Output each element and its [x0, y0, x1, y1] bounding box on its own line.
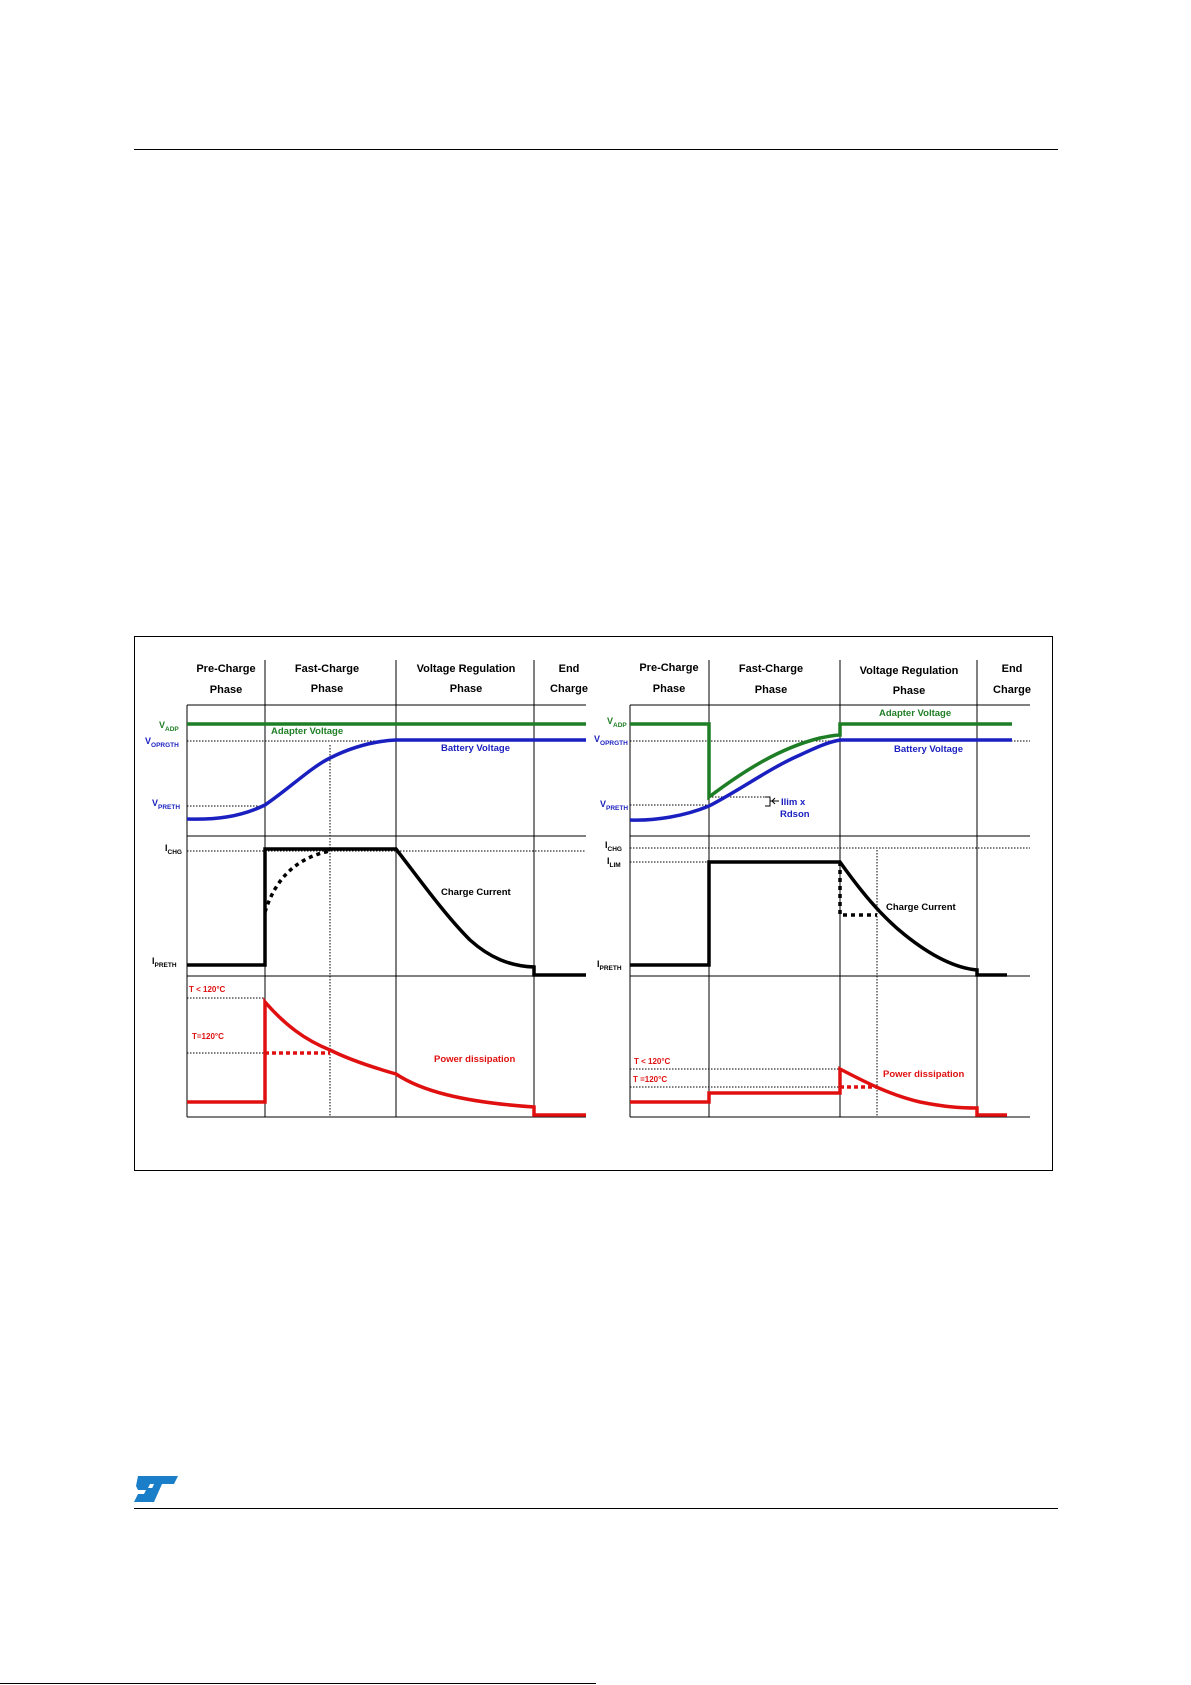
bottom-edge-rule [0, 1683, 596, 1684]
right-grid [629, 660, 1030, 1118]
left-adapter-voltage-label: Adapter Voltage [271, 726, 343, 737]
right-vpreth-label: VPRETH [600, 799, 628, 812]
right-reference-lines [630, 740, 1030, 1088]
left-ichg-label: ICHG [165, 843, 182, 856]
right-charge-current-label: Charge Current [886, 902, 957, 913]
left-grid [186, 660, 586, 1118]
right-ipreth-label: IPRETH [597, 959, 622, 972]
left-voprgth-label: VOPRGTH [145, 736, 179, 749]
figure-frame [134, 636, 1053, 1171]
left-charge-current-label: Charge Current [441, 887, 512, 898]
right-ichg-label: ICHG [605, 840, 622, 853]
right-drop-label-1: Ilim x [781, 797, 806, 808]
right-phase-2-line2: Phase [755, 684, 787, 696]
left-temp-eq-label: T=120°C [192, 1032, 224, 1041]
footer-rule [134, 1508, 1058, 1509]
right-phase-1-line2: Phase [653, 683, 685, 695]
right-phase-3-line1: Voltage Regulation [860, 665, 959, 677]
right-phase-1-line1: Pre-Charge [639, 662, 698, 674]
left-vadp-label: VADP [159, 720, 179, 733]
right-diagram: Pre-Charge Phase Fast-Charge Phase Volta… [594, 660, 1031, 1118]
right-temp-le-label: T < 120°C [634, 1057, 671, 1066]
left-battery-voltage-label: Battery Voltage [441, 743, 510, 754]
left-phase-2-line2: Phase [311, 683, 343, 695]
right-adapter-voltage-label: Adapter Voltage [879, 708, 951, 719]
left-phase-2-line1: Fast-Charge [295, 663, 359, 675]
right-voprgth-label: VOPRGTH [594, 734, 628, 747]
right-ilim-label: ILIM [607, 856, 621, 869]
right-charge-current-line [630, 860, 1007, 977]
left-charge-current-line [187, 847, 586, 977]
left-phase-4-line1: End [559, 663, 580, 675]
left-diagram: Pre-Charge Phase Fast-Charge Phase Volta… [145, 660, 588, 1118]
left-ipreth-label: IPRETH [152, 956, 177, 969]
right-phase-4-line2: Charge [993, 684, 1031, 696]
left-reference-lines [187, 740, 586, 1054]
header-rule [134, 149, 1058, 150]
left-power-dissipation-line [187, 997, 586, 1117]
right-vadp-label: VADP [607, 716, 627, 729]
left-phase-headers: Pre-Charge Phase Fast-Charge Phase Volta… [196, 663, 588, 696]
right-charge-current-limited [838, 862, 877, 917]
left-temp-le-label: T < 120°C [189, 985, 226, 994]
left-phase-1-line2: Phase [210, 684, 242, 696]
right-power-dissipation-label: Power dissipation [883, 1069, 964, 1080]
st-logo [134, 1476, 178, 1502]
right-drop-label-2: Rdson [780, 809, 810, 820]
right-battery-voltage-label: Battery Voltage [894, 744, 963, 755]
left-charge-current-limited-curve [263, 849, 331, 913]
right-phase-3-line2: Phase [893, 685, 925, 697]
right-adapter-voltage-line [630, 722, 1012, 801]
right-power-dissipation-line [630, 1066, 1007, 1117]
right-phase-4-line1: End [1002, 663, 1023, 675]
right-phase-headers: Pre-Charge Phase Fast-Charge Phase Volta… [639, 662, 1031, 697]
left-phase-3-line1: Voltage Regulation [417, 663, 516, 675]
left-power-dissipation-label: Power dissipation [434, 1054, 515, 1065]
right-drop-arrow [771, 797, 779, 805]
left-battery-voltage-line [186, 738, 586, 821]
left-phase-3-line2: Phase [450, 683, 482, 695]
right-phase-2-line1: Fast-Charge [739, 663, 803, 675]
left-phase-1-line1: Pre-Charge [196, 663, 255, 675]
left-vpreth-label: VPRETH [152, 798, 180, 811]
right-temp-eq-label: T =120°C [633, 1075, 667, 1084]
left-phase-4-line2: Charge [550, 683, 588, 695]
right-battery-voltage-line [629, 738, 1012, 822]
